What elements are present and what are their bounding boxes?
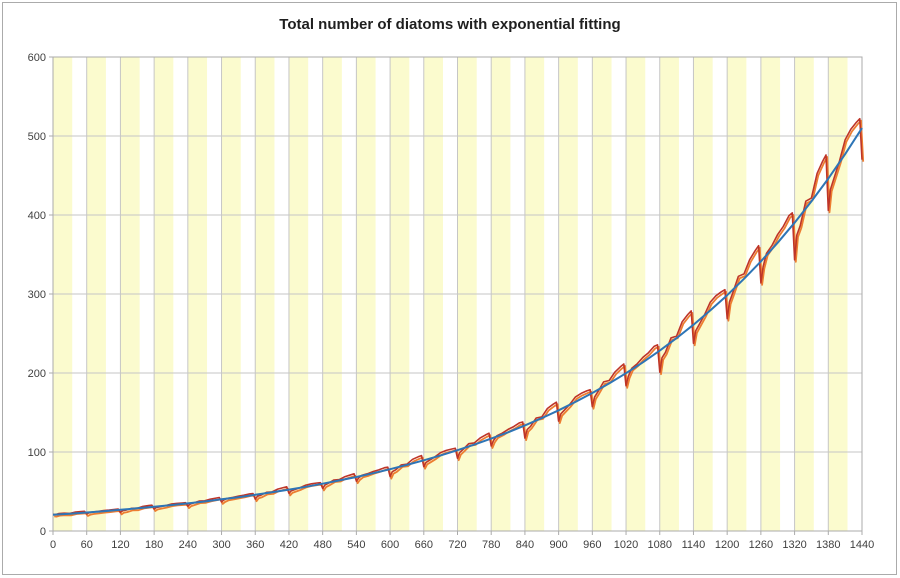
- x-tick-label: 960: [583, 539, 601, 551]
- x-tick-label: 900: [549, 539, 567, 551]
- x-tick-label: 1320: [782, 539, 806, 551]
- x-tick-label: 780: [482, 539, 500, 551]
- x-tick-label: 1020: [614, 539, 638, 551]
- x-tick-label: 1080: [648, 539, 672, 551]
- x-tick-label: 1440: [850, 539, 874, 551]
- x-tick-label: 1380: [816, 539, 840, 551]
- x-tick-label: 480: [313, 539, 331, 551]
- y-tick-label: 200: [28, 368, 46, 380]
- y-tick-label: 600: [28, 52, 46, 64]
- series-fit-line: [52, 127, 863, 516]
- x-tick-label: 60: [81, 539, 93, 551]
- x-tick-label: 180: [145, 539, 163, 551]
- x-tick-label: 720: [448, 539, 466, 551]
- x-tick-label: 120: [111, 539, 129, 551]
- chart-title: Total number of diatoms with exponential…: [279, 16, 621, 33]
- x-tick-label: 840: [516, 539, 534, 551]
- x-tick-label: 540: [347, 539, 365, 551]
- x-tick-label: 600: [381, 539, 399, 551]
- series-data-shadow-line: [54, 119, 865, 518]
- y-tick-label: 500: [28, 131, 46, 143]
- x-tick-label: 300: [212, 539, 230, 551]
- y-tick-label: 0: [40, 526, 46, 538]
- x-tick-label: 660: [415, 539, 433, 551]
- y-tick-label: 100: [28, 447, 46, 459]
- series-data-line: [52, 117, 863, 516]
- x-tick-label: 1200: [715, 539, 739, 551]
- x-tick-label: 1260: [749, 539, 773, 551]
- y-tick-label: 300: [28, 289, 46, 301]
- x-tick-label: 360: [246, 539, 264, 551]
- x-tick-label: 0: [50, 539, 56, 551]
- x-tick-label: 240: [179, 539, 197, 551]
- y-tick-label: 400: [28, 210, 46, 222]
- x-tick-label: 420: [280, 539, 298, 551]
- x-tick-label: 1140: [682, 539, 706, 551]
